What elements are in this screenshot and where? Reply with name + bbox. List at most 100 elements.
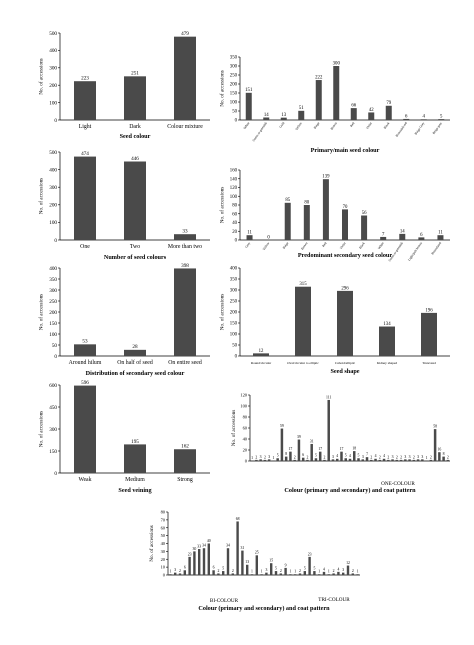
chart-c6: 0 50 100 150 200 250 300 350 400 No. of accession… (219, 267, 450, 375)
category-label: Brownish red (395, 121, 408, 138)
bar (303, 571, 306, 575)
bar (174, 234, 196, 240)
bar (408, 459, 411, 461)
bar (361, 215, 368, 240)
bar (226, 548, 230, 575)
y-tick-label: 200 (49, 203, 57, 209)
bar (255, 555, 258, 575)
bar (250, 574, 254, 575)
data-label: 2 (396, 455, 398, 459)
data-label: 39 (297, 435, 301, 439)
data-label: 6 (420, 233, 423, 238)
data-label: 162 (181, 444, 189, 450)
data-label: 4 (337, 567, 339, 571)
data-label: 68 (236, 517, 240, 521)
data-label: 9 (285, 563, 287, 567)
data-label: 1 (272, 456, 274, 460)
y-tick-label: 40 (161, 541, 166, 546)
bar (403, 118, 410, 120)
data-label: 8 (285, 452, 287, 456)
y-axis-title: No. of accessions (219, 294, 226, 330)
bar (289, 574, 292, 575)
bar (284, 202, 291, 240)
y-tick-label: 300 (230, 65, 238, 70)
data-label: 1 (426, 456, 428, 460)
data-label: 6 (184, 566, 186, 570)
y-axis-title: No. of accessions (148, 525, 155, 561)
data-label: 1 (251, 570, 253, 574)
bar (337, 290, 353, 356)
bar (293, 459, 296, 461)
data-label: 296 (341, 286, 349, 291)
y-tick-label: 140 (230, 177, 238, 182)
data-label: 2 (370, 455, 372, 459)
y-tick-label: 400 (49, 48, 57, 54)
bar (279, 573, 282, 575)
y-tick-label: 40 (243, 437, 248, 442)
data-label: 23 (308, 552, 312, 556)
bar (399, 459, 403, 461)
bar (421, 312, 437, 356)
data-label: 3 (417, 455, 419, 459)
bar (323, 459, 326, 461)
category-label: Cuboid/elliptic (335, 361, 356, 365)
data-label: 134 (383, 322, 391, 327)
bar (333, 66, 340, 120)
category-label: Medium (125, 477, 145, 483)
bar (169, 574, 172, 575)
y-tick-label: 0 (54, 471, 57, 477)
y-tick-label: 30 (161, 549, 166, 554)
bar (231, 573, 234, 575)
y-tick-label: 200 (49, 310, 57, 316)
data-label: 3 (421, 455, 423, 459)
data-label: 2 (447, 455, 449, 459)
data-label: 58 (433, 425, 437, 429)
data-label: 5 (315, 454, 317, 458)
bar (346, 565, 350, 575)
y-tick-label: 300 (49, 288, 57, 294)
bar (387, 459, 390, 461)
y-tick-label: 120 (240, 393, 247, 398)
bar (276, 458, 279, 461)
data-label: 596 (81, 380, 89, 386)
category-label: Two (130, 244, 140, 250)
y-tick-label: 350 (230, 56, 238, 61)
bar (301, 457, 305, 461)
bar (353, 451, 356, 461)
data-label: 79 (386, 101, 391, 106)
bar (322, 571, 326, 575)
data-label: 11 (438, 231, 443, 236)
y-tick-label: 150 (49, 449, 57, 455)
data-label: 300 (333, 61, 341, 66)
data-label: 2 (299, 569, 301, 573)
bar (259, 459, 262, 461)
bar (289, 451, 292, 461)
bar (342, 572, 345, 575)
category-label: Black (358, 241, 366, 250)
y-tick-label: 0 (54, 238, 57, 244)
data-label: 34 (226, 544, 230, 548)
chart-c1: 0 100 200 300 400 500 No. of accessions 223 Ligh… (37, 31, 210, 140)
data-label: 4 (423, 115, 426, 120)
category-label: Brown (300, 241, 308, 251)
data-label: 33 (182, 229, 188, 235)
y-tick-label: 20 (243, 448, 248, 453)
data-label: 3 (265, 568, 267, 572)
y-tick-label: 250 (49, 299, 57, 305)
data-label: 479 (181, 31, 189, 37)
bar (174, 449, 196, 473)
category-label: Beige (313, 121, 321, 130)
bar (295, 286, 311, 356)
data-label: 5 (222, 566, 224, 570)
category-label: Gold (278, 121, 285, 129)
data-label: 195 (131, 439, 139, 445)
data-label: 2 (387, 455, 389, 459)
data-label: 42 (369, 108, 374, 113)
y-tick-label: 150 (230, 92, 238, 97)
bar (327, 574, 330, 575)
data-label: 8 (443, 452, 445, 456)
bar (314, 458, 318, 461)
y-tick-label: 300 (49, 185, 57, 191)
y-tick-label: 20 (161, 557, 166, 562)
y-tick-label: 100 (49, 332, 57, 338)
